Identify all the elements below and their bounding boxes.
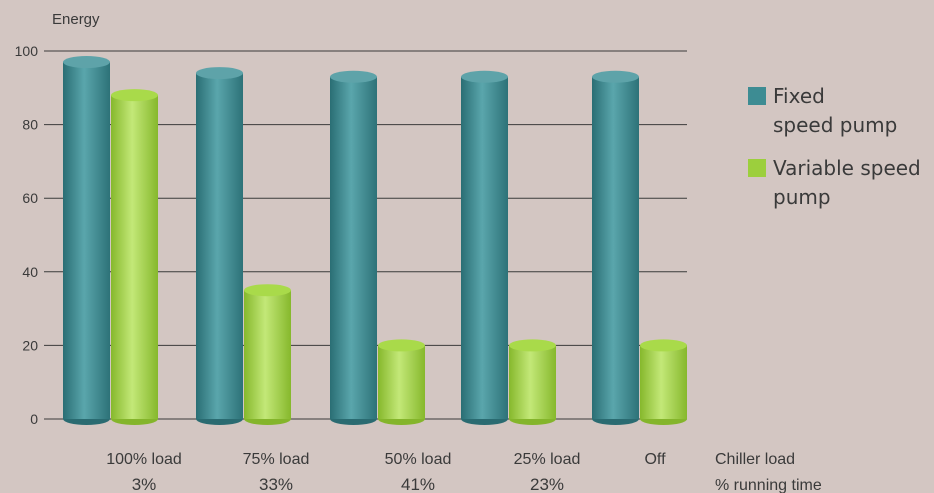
x-running-time-label: 23% <box>530 475 564 493</box>
x-caption-line2: % running time <box>715 477 822 493</box>
y-tick-label: 60 <box>22 190 38 206</box>
x-running-time-label: 3% <box>132 475 157 493</box>
legend-label-variable: Variable speed pump <box>773 156 921 209</box>
legend-swatch-fixed <box>748 87 766 105</box>
bar-variable-1 <box>244 284 291 425</box>
x-running-time-label: 41% <box>401 475 435 493</box>
y-tick-label: 20 <box>22 337 38 353</box>
bar-variable-0 <box>111 89 158 425</box>
y-tick-label: 40 <box>22 264 38 280</box>
legend-label-fixed: Fixed speed pump <box>773 84 898 137</box>
bar-fixed-0 <box>63 56 110 425</box>
x-running-time-label: 33% <box>259 475 293 493</box>
x-category-label: 75% load <box>243 451 310 468</box>
x-caption-line1: Chiller load <box>715 451 795 468</box>
legend-item-fixed: Fixed speed pump <box>748 82 933 140</box>
legend: Fixed speed pump Variable speed pump <box>748 82 933 226</box>
legend-swatch-variable <box>748 159 766 177</box>
bar-fixed-4 <box>592 70 639 425</box>
bar-fixed-1 <box>196 67 243 425</box>
legend-item-variable: Variable speed pump <box>748 154 933 212</box>
x-category-label: 50% load <box>385 451 452 468</box>
x-category-label: 25% load <box>514 451 581 468</box>
bar-variable-3 <box>509 339 556 425</box>
bar-variable-4 <box>640 339 687 425</box>
y-tick-label: 100 <box>15 43 39 59</box>
bar-fixed-3 <box>461 70 508 425</box>
y-axis-label: Energy <box>52 11 100 28</box>
bar-fixed-2 <box>330 70 377 425</box>
y-tick-label: 80 <box>22 117 38 133</box>
x-category-label: Off <box>644 451 666 468</box>
x-category-label: 100% load <box>106 451 182 468</box>
bar-variable-2 <box>378 339 425 425</box>
y-tick-label: 0 <box>30 411 38 427</box>
